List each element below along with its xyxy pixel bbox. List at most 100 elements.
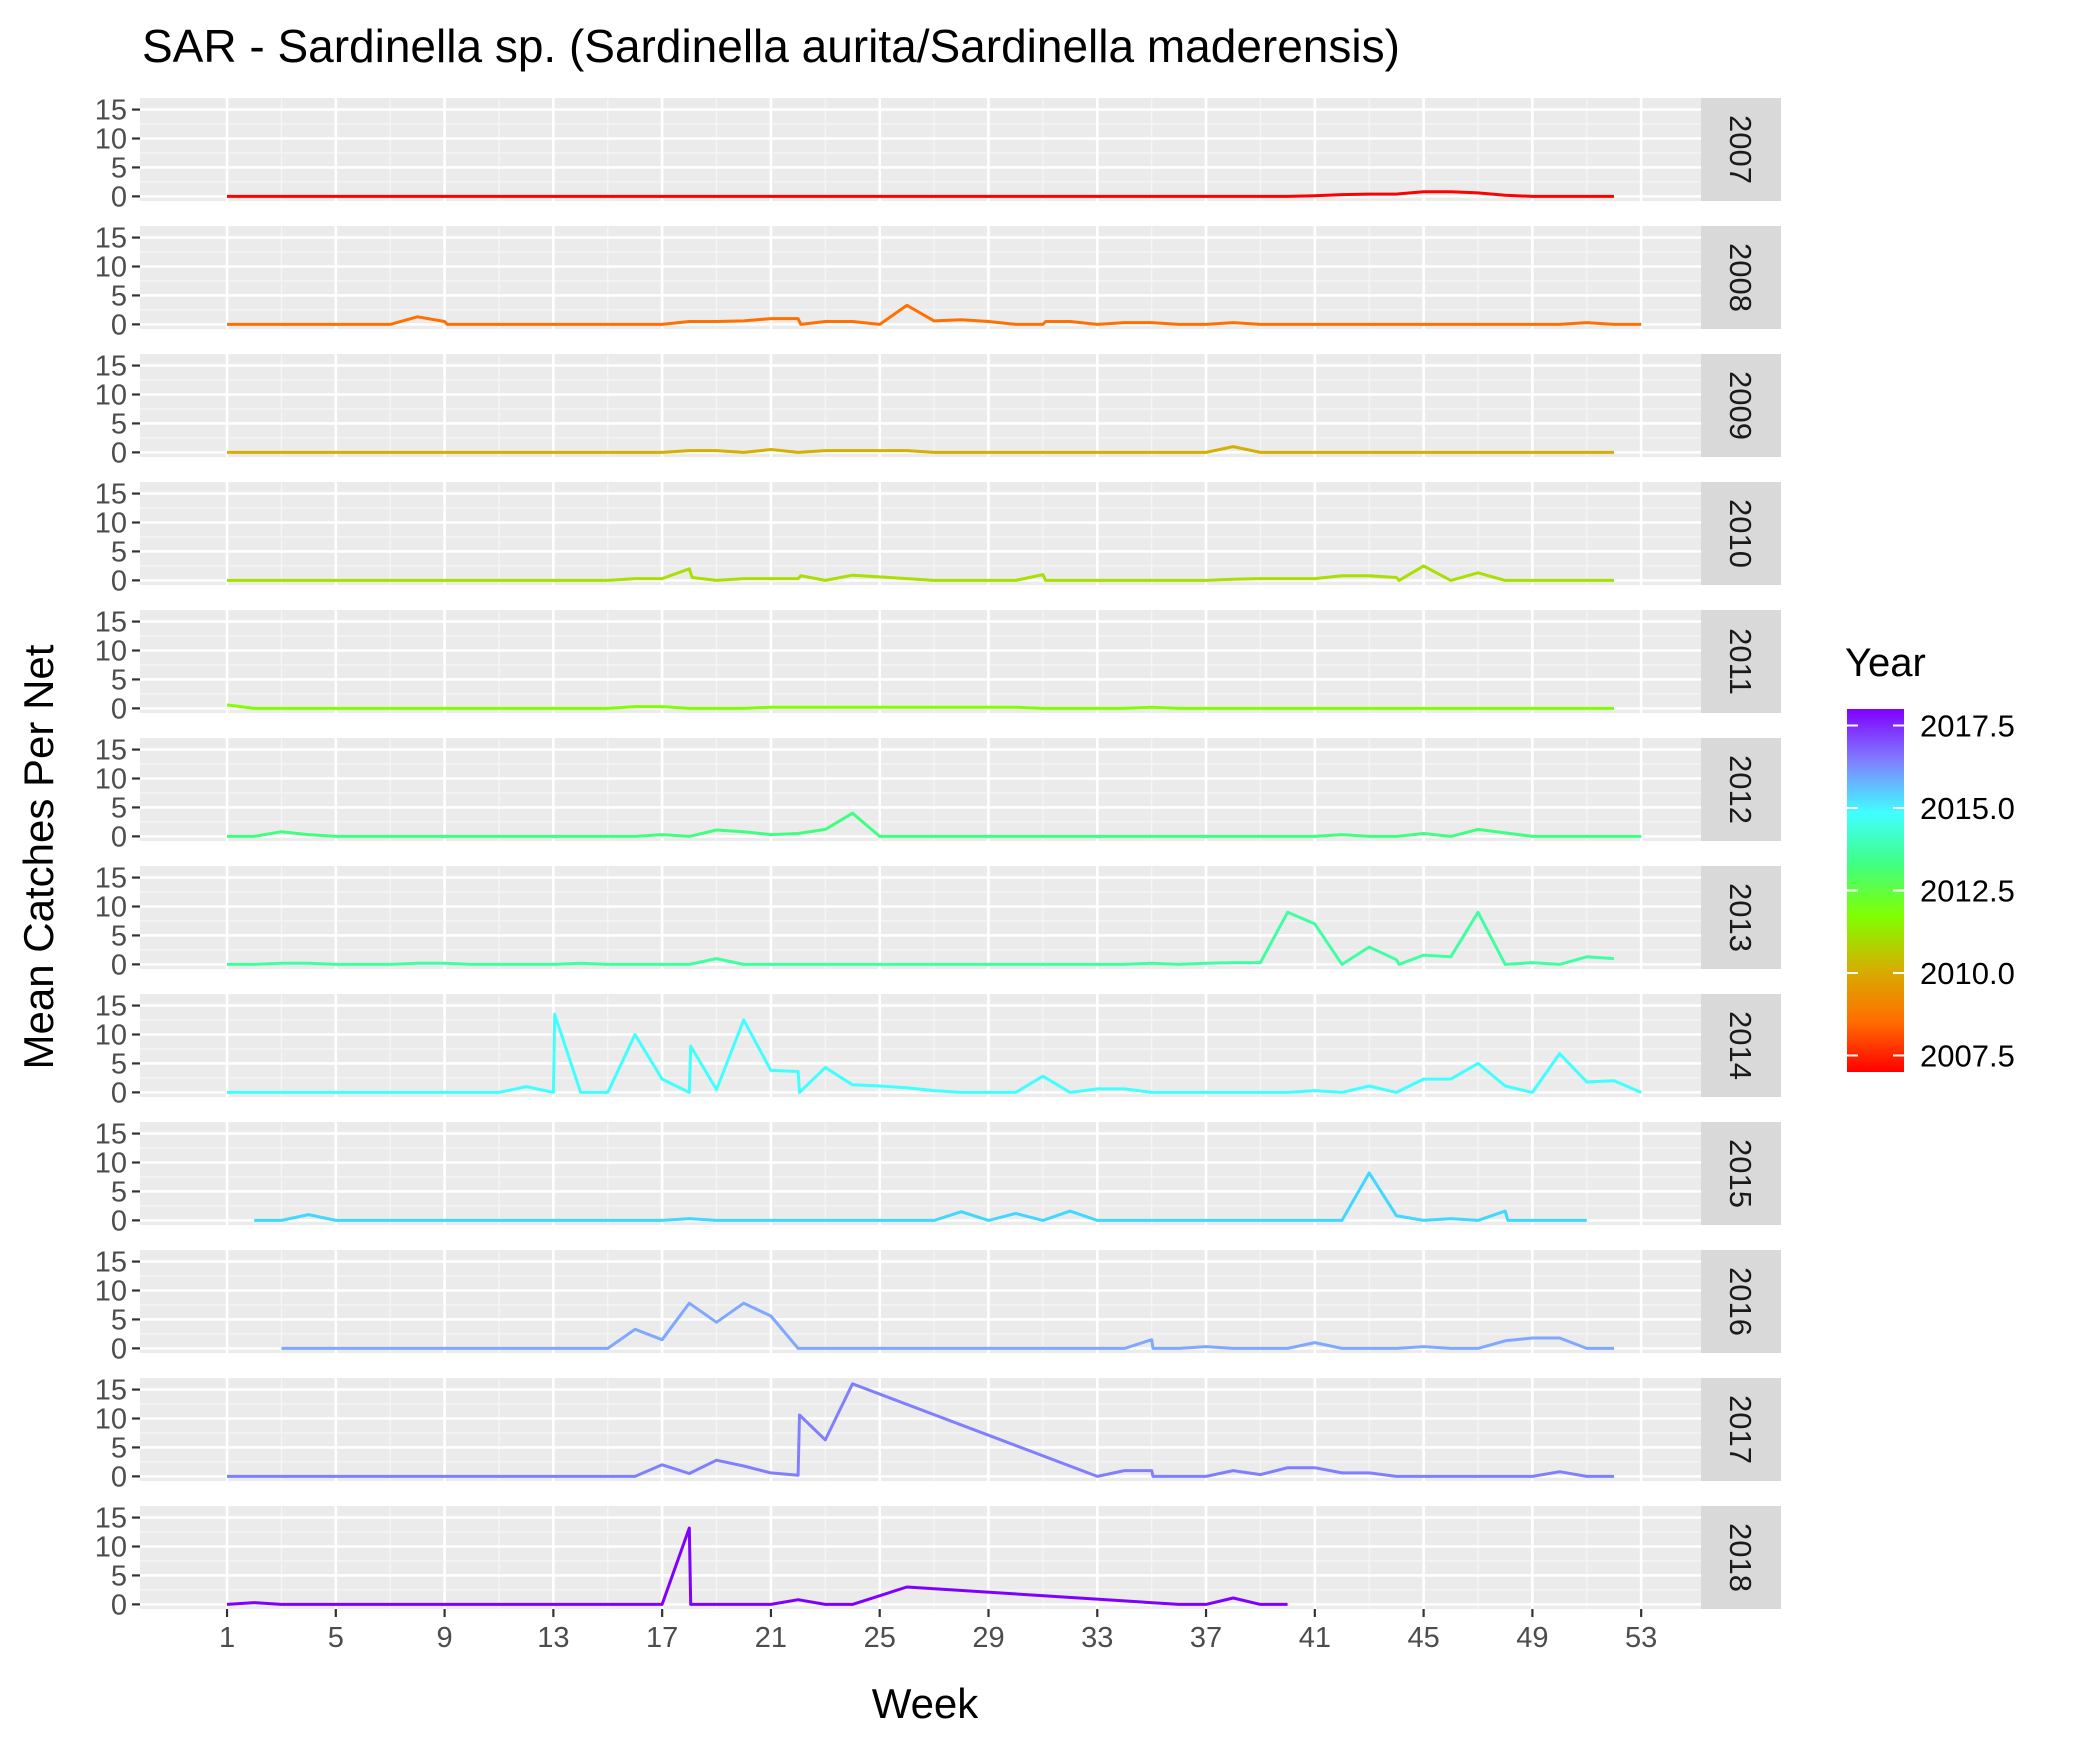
x-tick-label: 9	[437, 1622, 453, 1654]
y-tick-label: 5	[111, 664, 127, 696]
y-tick-label: 0	[111, 693, 127, 725]
y-tick-label: 10	[95, 764, 127, 796]
facet-strip	[1701, 1506, 1781, 1609]
y-tick-label: 15	[95, 1119, 127, 1151]
x-tick-label: 37	[1190, 1622, 1222, 1654]
y-tick-label: 10	[95, 1148, 127, 1180]
y-tick-label: 10	[95, 252, 127, 284]
y-tick-label: 5	[111, 792, 127, 824]
y-tick-label: 15	[95, 95, 127, 127]
facet-strip	[1701, 226, 1781, 329]
panel-background	[140, 354, 1701, 457]
y-tick-label: 10	[95, 1404, 127, 1436]
legend-tick-label: 2017.5	[1920, 709, 2015, 744]
y-tick-label: 15	[95, 863, 127, 895]
facet-strip-label: 2017	[1723, 1395, 1758, 1464]
panel-background	[140, 866, 1701, 969]
x-tick-label: 41	[1299, 1622, 1331, 1654]
facet-strip	[1701, 738, 1781, 841]
facet-strip-label: 2011	[1723, 628, 1758, 695]
x-tick-label: 33	[1081, 1622, 1113, 1654]
facet-strip-label: 2016	[1723, 1267, 1758, 1336]
x-tick-label: 49	[1516, 1622, 1548, 1654]
x-tick-label: 29	[972, 1622, 1004, 1654]
legend: Year 2017.5 2015.0 2012.5 2010.0 2007.5	[1845, 641, 2015, 1074]
y-tick-label: 0	[111, 1461, 127, 1493]
x-tick-label: 17	[646, 1622, 678, 1654]
y-tick-label: 15	[95, 351, 127, 383]
series-line-2013	[227, 910, 1615, 966]
x-axis-label: Week	[872, 1680, 980, 1727]
legend-tick-label: 2010.0	[1920, 956, 2015, 991]
panel-background	[140, 738, 1701, 841]
y-tick-label: 15	[95, 991, 127, 1023]
y-tick-label: 0	[111, 949, 127, 981]
y-tick-label: 0	[111, 309, 127, 341]
y-tick-label: 0	[111, 181, 127, 213]
series-line-2012	[227, 811, 1642, 838]
y-tick-label: 0	[111, 1589, 127, 1621]
series-line-2018	[226, 1526, 1288, 1606]
y-tick-label: 5	[111, 1176, 127, 1208]
y-tick-label: 5	[111, 1432, 127, 1464]
y-tick-label: 0	[111, 1077, 127, 1109]
series-line-2010	[227, 564, 1614, 582]
facet-strip	[1701, 482, 1781, 585]
facet-strip-label: 2013	[1723, 883, 1758, 952]
facet-strip	[1701, 1250, 1781, 1353]
facet-panels: 0510152007051015200805101520090510152010…	[95, 95, 1781, 1621]
series-line-2009	[227, 445, 1614, 454]
facet-strip	[1701, 866, 1781, 969]
x-tick-label: 45	[1407, 1622, 1439, 1654]
y-tick-label: 5	[111, 920, 127, 952]
series-line-2017	[227, 1382, 1614, 1478]
y-tick-label: 10	[95, 892, 127, 924]
x-axis: 1 5 9 13 17 21 25 29 33 37 41 45 49 53	[219, 1609, 1657, 1654]
panel-background	[140, 1122, 1701, 1225]
y-tick-label: 0	[111, 437, 127, 469]
facet-strip-label: 2008	[1723, 243, 1758, 312]
chart-title: SAR - Sardinella sp. (Sardinella aurita/…	[142, 20, 1400, 72]
y-tick-label: 10	[95, 508, 127, 540]
x-tick-label: 5	[328, 1622, 344, 1654]
series-line-2008	[227, 303, 1642, 326]
y-tick-label: 10	[95, 1532, 127, 1564]
legend-title: Year	[1845, 641, 1926, 685]
facet-strip-label: 2009	[1723, 371, 1758, 440]
y-tick-label: 0	[111, 1205, 127, 1237]
facet-strip-label: 2018	[1723, 1523, 1758, 1592]
panel-background	[140, 98, 1701, 201]
facet-strip-label: 2015	[1723, 1139, 1758, 1208]
facet-strip-label: 2007	[1723, 115, 1758, 184]
y-tick-label: 15	[95, 735, 127, 767]
y-tick-label: 10	[95, 1020, 127, 1052]
y-tick-label: 10	[95, 636, 127, 668]
facet-strip-label: 2012	[1723, 755, 1758, 824]
y-tick-label: 10	[95, 124, 127, 156]
y-tick-label: 5	[111, 536, 127, 568]
y-tick-label: 10	[95, 1276, 127, 1308]
y-tick-label: 0	[111, 821, 127, 853]
facet-strip	[1701, 98, 1781, 201]
x-tick-label: 1	[219, 1622, 235, 1654]
facet-strip	[1701, 1378, 1781, 1481]
y-tick-label: 15	[95, 1375, 127, 1407]
facet-strip	[1701, 994, 1781, 1097]
facet-strip	[1701, 1122, 1781, 1225]
facet-strip	[1701, 610, 1781, 713]
panel-background	[140, 1506, 1701, 1609]
x-tick-label: 13	[537, 1622, 569, 1654]
y-tick-label: 5	[111, 280, 127, 312]
y-axis-label: Mean Catches Per Net	[15, 644, 62, 1069]
y-tick-label: 5	[111, 1304, 127, 1336]
